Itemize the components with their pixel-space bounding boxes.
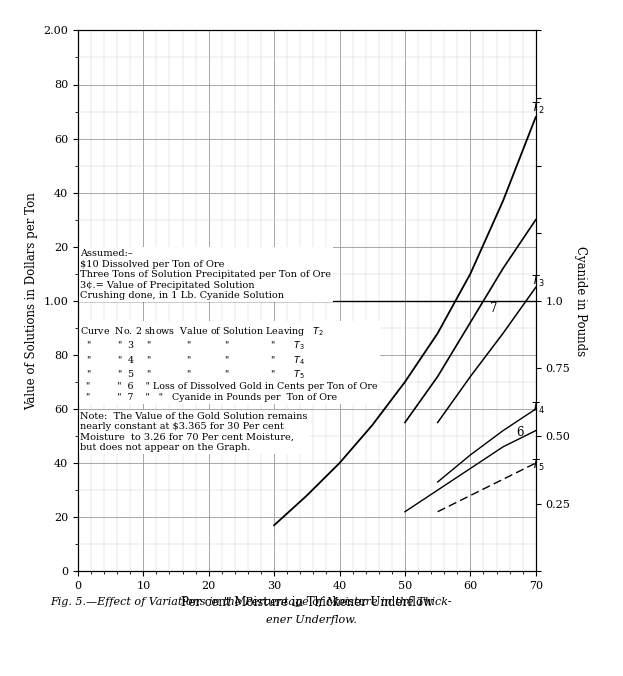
- Text: Curve  No. 2 shows  Value of Solution Leaving   $T_2$
  "         "  3    "     : Curve No. 2 shows Value of Solution Leav…: [80, 325, 378, 402]
- Text: Note:  The Value of the Gold Solution remains
nearly constant at $3.365 for 30 P: Note: The Value of the Gold Solution rem…: [80, 412, 308, 452]
- Y-axis label: Value of Solutions in Dollars per Ton: Value of Solutions in Dollars per Ton: [25, 192, 38, 410]
- Text: $T_5$: $T_5$: [531, 458, 545, 473]
- Text: $T_3$: $T_3$: [531, 274, 545, 289]
- Text: Assumed:–
$10 Dissolved per Ton of Ore
Three Tons of Solution Precipitated per T: Assumed:– $10 Dissolved per Ton of Ore T…: [80, 249, 331, 300]
- Text: 6: 6: [516, 426, 524, 439]
- X-axis label: Per cent Moisture in Thickener Underflow: Per cent Moisture in Thickener Underflow: [181, 596, 433, 610]
- Text: Fig. 5.—Effect of Variations in the Percentage of Moisture in the Thick-: Fig. 5.—Effect of Variations in the Perc…: [50, 597, 451, 607]
- Text: $T_4$: $T_4$: [531, 401, 545, 416]
- Y-axis label: Cyanide in Pounds: Cyanide in Pounds: [574, 246, 587, 356]
- Text: ener Underflow.: ener Underflow.: [266, 615, 357, 625]
- Text: 7: 7: [490, 301, 498, 314]
- Text: $T_2$: $T_2$: [531, 101, 544, 116]
